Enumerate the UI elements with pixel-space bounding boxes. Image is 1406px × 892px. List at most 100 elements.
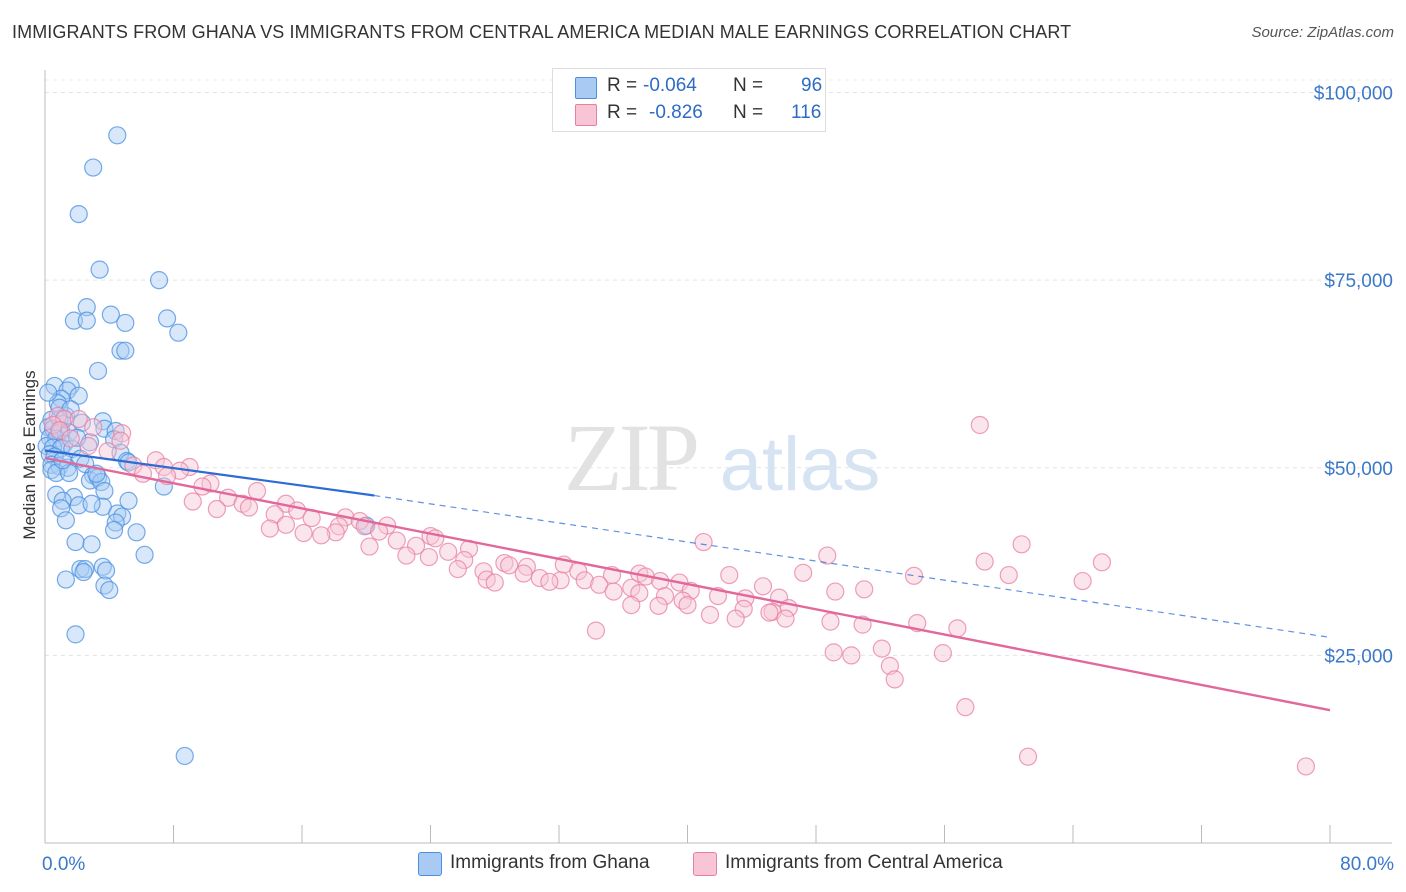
source-credit: Source: ZipAtlas.com xyxy=(1251,24,1394,41)
central-america-point xyxy=(455,550,474,570)
central-america-point xyxy=(726,609,745,628)
central-america-point xyxy=(760,603,779,622)
central-america-point xyxy=(360,537,379,556)
ghana-point xyxy=(175,746,194,766)
central-america-point xyxy=(649,596,668,615)
central-america-point xyxy=(485,573,504,592)
central-america-point xyxy=(326,523,345,542)
ghana-point xyxy=(56,570,75,589)
central-america-point xyxy=(622,595,641,615)
ghana-point xyxy=(127,523,146,542)
central-america-point xyxy=(387,531,406,550)
central-america-point xyxy=(904,566,924,585)
central-america-point xyxy=(586,621,606,640)
central-america-trend-line xyxy=(44,456,1331,712)
ghana-point xyxy=(88,361,108,381)
central-america-point xyxy=(1012,535,1031,554)
central-america-point xyxy=(948,619,967,638)
ghana-point xyxy=(157,309,177,328)
ghana-legend-label: Immigrants from Ghana xyxy=(450,852,650,873)
legend-n-label: N = xyxy=(733,102,764,123)
ghana-legend-swatch xyxy=(418,852,442,876)
correlation-legend: R = -0.064 N = 96 R = -0.826 N = 116 xyxy=(552,68,826,132)
central-america-point xyxy=(975,552,994,571)
central-america-point xyxy=(265,505,284,524)
central-america-point xyxy=(700,605,720,624)
watermark: ZIP atlas xyxy=(564,404,880,511)
central-america-point xyxy=(1073,571,1092,591)
central-america-point xyxy=(495,553,514,573)
legend-ghana-r: -0.064 xyxy=(643,75,697,96)
central-america-point xyxy=(514,564,533,583)
axes xyxy=(44,70,1392,844)
ghana-point xyxy=(66,532,85,552)
central-america-point xyxy=(842,646,861,665)
central-america-point xyxy=(604,582,623,601)
legend-central-america-n: 116 xyxy=(791,102,822,123)
central-america-point xyxy=(247,481,267,501)
central-america-point xyxy=(776,609,795,628)
ghana-point xyxy=(116,313,135,333)
central-america-point xyxy=(61,429,80,448)
central-america-point xyxy=(855,580,874,599)
ghana-trend-extension xyxy=(374,494,1331,638)
central-america-point xyxy=(133,464,153,483)
ghana-point xyxy=(100,580,119,600)
central-america-swatch xyxy=(575,104,597,126)
grid-lines xyxy=(45,79,1392,656)
ghana-point xyxy=(93,412,112,431)
y-tick-label-50000: $50,000 xyxy=(1324,459,1393,480)
y-tick-label-75000: $75,000 xyxy=(1324,271,1393,292)
x-tick-label-min: 0.0% xyxy=(42,854,85,875)
ghana-point xyxy=(106,513,125,532)
ghana-point xyxy=(169,323,188,342)
central-america-point xyxy=(112,424,132,443)
legend-central-america-r: -0.826 xyxy=(649,102,703,123)
ghana-point xyxy=(74,562,93,582)
ghana-point xyxy=(135,545,154,564)
ghana-point xyxy=(77,311,96,330)
central-america-point xyxy=(183,492,202,511)
ghana-point xyxy=(108,126,127,145)
ghana-point xyxy=(82,535,101,554)
ghana-point xyxy=(69,386,88,405)
central-america-point xyxy=(1092,553,1112,572)
central-america-legend-label: Immigrants from Central America xyxy=(725,852,1003,873)
legend-n-label: N = xyxy=(733,75,764,96)
ghana-point xyxy=(77,298,96,317)
watermark-zip: ZIP xyxy=(564,404,697,511)
central-america-point xyxy=(826,582,845,601)
central-america-point xyxy=(821,612,840,631)
ghana-point xyxy=(39,383,58,402)
central-america-point xyxy=(239,498,259,517)
legend-r-label: R = xyxy=(607,75,638,96)
central-america-point xyxy=(84,418,103,437)
central-america-point xyxy=(276,515,296,534)
x-tick-label-max: 80.0% xyxy=(1340,854,1394,875)
y-tick-labels: $25,000 $50,000 $75,000 $100,000 xyxy=(1314,84,1393,668)
central-america-point xyxy=(448,559,467,579)
central-america-point xyxy=(294,523,313,543)
central-america-point xyxy=(79,436,98,456)
central-america-point xyxy=(694,532,713,552)
ghana-point xyxy=(116,341,135,360)
ghana-trend-line xyxy=(44,449,375,497)
y-tick-label-100000: $100,000 xyxy=(1314,84,1393,105)
central-america-point xyxy=(397,546,416,565)
central-america-point xyxy=(1296,757,1316,776)
ghana-point xyxy=(82,494,101,513)
ghana-point xyxy=(95,481,114,501)
central-america-legend-swatch xyxy=(693,852,717,876)
central-america-point xyxy=(933,644,952,663)
ghana-point xyxy=(84,158,103,177)
ghana-point xyxy=(71,559,90,579)
central-america-point xyxy=(655,586,675,606)
ghana-point xyxy=(64,311,84,330)
central-america-point xyxy=(956,698,975,717)
central-america-point xyxy=(824,643,843,662)
ghana-point xyxy=(69,204,88,224)
central-america-point xyxy=(500,556,519,575)
ghana-swatch xyxy=(575,77,597,99)
central-america-point xyxy=(439,542,458,561)
